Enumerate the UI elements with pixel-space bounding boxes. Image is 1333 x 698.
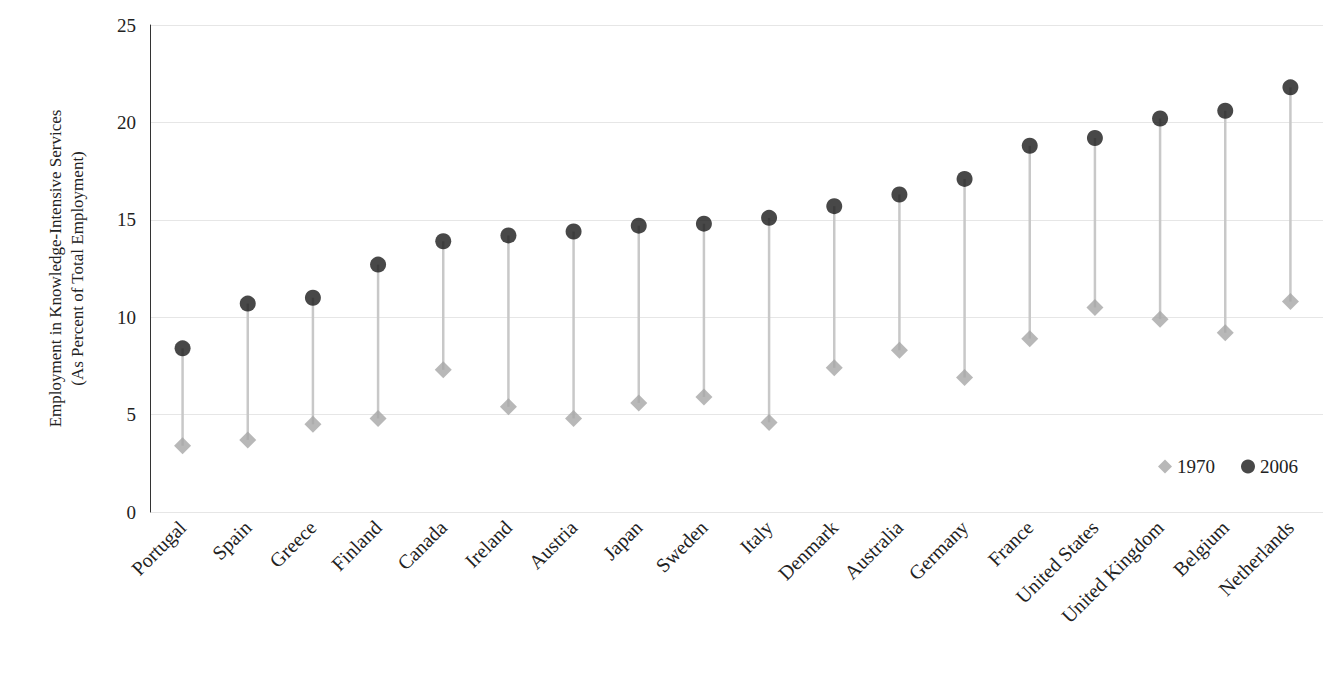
svg-text:Germany: Germany [904,516,973,585]
svg-text:Portugal: Portugal [127,516,191,580]
svg-text:15: 15 [117,209,136,230]
svg-text:25: 25 [117,15,136,36]
svg-text:Finland: Finland [327,516,386,575]
svg-text:Belgium: Belgium [1169,516,1234,581]
svg-text:Japan: Japan [599,516,647,564]
svg-text:20: 20 [117,112,136,133]
svg-text:1970: 1970 [1177,456,1215,477]
svg-text:Greece: Greece [265,516,321,572]
svg-text:Employment in Knowledge-Intens: Employment in Knowledge-Intensive Servic… [46,110,65,428]
svg-text:Spain: Spain [208,516,256,564]
svg-text:France: France [984,516,1038,570]
svg-text:10: 10 [117,307,136,328]
svg-text:Italy: Italy [735,516,777,558]
svg-text:United States: United States [1011,516,1103,608]
svg-text:Australia: Australia [840,516,907,583]
svg-text:(As Percent of Total Employmen: (As Percent of Total Employment) [68,151,87,386]
svg-text:Denmark: Denmark [774,516,842,584]
svg-text:Ireland: Ireland [461,516,517,572]
svg-text:2006: 2006 [1260,456,1298,477]
svg-text:Netherlands: Netherlands [1214,516,1298,600]
svg-text:Austria: Austria [524,516,581,573]
svg-text:United Kingdom: United Kingdom [1057,516,1169,628]
svg-text:Canada: Canada [393,516,451,574]
svg-text:Sweden: Sweden [651,516,711,576]
svg-text:5: 5 [127,404,137,425]
svg-text:0: 0 [127,502,137,523]
